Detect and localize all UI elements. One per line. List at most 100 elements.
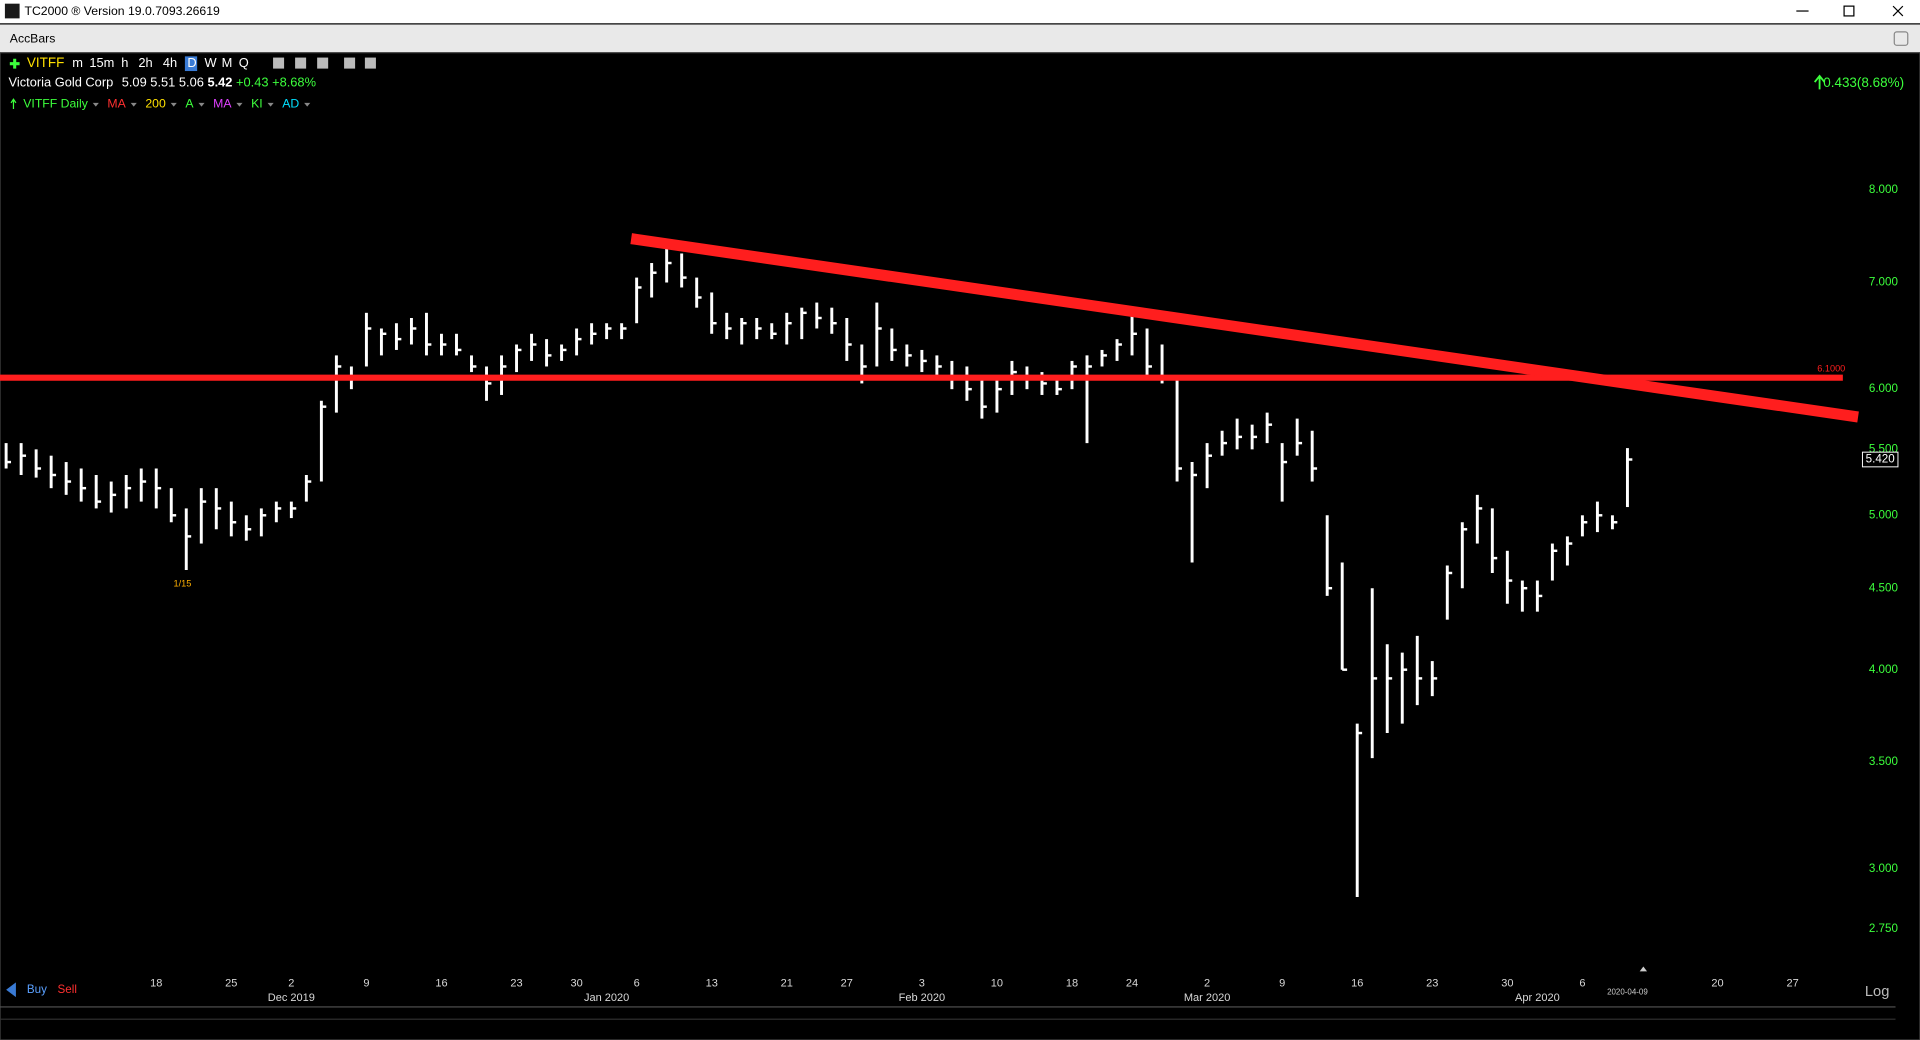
draw-icon[interactable] (317, 57, 329, 69)
month-label: Mar 2020 (1184, 992, 1231, 1004)
y-tick-label: 2.750 (1869, 922, 1899, 935)
quote-field: +8.68% (272, 75, 316, 90)
y-tick-label: 5.000 (1869, 508, 1899, 521)
x-tick-label: 21 (781, 978, 793, 990)
indicator-menu (170, 102, 177, 107)
indicator[interactable]: A (185, 96, 194, 110)
current-date: 2020-04-09 (1607, 987, 1648, 996)
list-icon[interactable] (295, 57, 307, 69)
date-marker (1639, 966, 1648, 972)
indicator-bar: VITFF Daily MA 200 A MA KI AD (10, 96, 311, 110)
quote-field: 5.42 (207, 75, 232, 90)
x-tick-label: 30 (570, 978, 582, 990)
x-tick-label: 16 (1351, 978, 1363, 990)
month-label: Dec 2019 (268, 992, 315, 1004)
low-marker: 1/15 (174, 579, 192, 589)
month-label: Feb 2020 (899, 992, 946, 1004)
x-tick-label: 18 (1066, 978, 1078, 990)
interval-button[interactable]: m (72, 55, 83, 70)
x-tick-label: 18 (150, 978, 162, 990)
last-price-label: 5.420 (1866, 453, 1896, 466)
add-icon[interactable] (9, 58, 20, 69)
bars-icon[interactable] (273, 57, 285, 69)
panel-button[interactable] (1893, 31, 1909, 46)
indicator[interactable]: AD (282, 96, 299, 110)
interval-button[interactable]: 15m (89, 55, 114, 70)
chart-area (0, 52, 1920, 1040)
x-tick-label: 6 (634, 978, 640, 990)
x-tick-label: 2 (1204, 978, 1210, 990)
x-tick-label: 2 (288, 978, 294, 990)
interval-button[interactable]: h (121, 55, 128, 70)
panel-title: AccBars (10, 31, 56, 45)
x-tick-label: 30 (1501, 978, 1513, 990)
indicator[interactable]: KI (251, 96, 263, 110)
x-tick-label: 9 (363, 978, 369, 990)
buy-button[interactable]: Buy (27, 983, 47, 996)
note-icon[interactable] (344, 57, 356, 69)
interval-button[interactable]: 4h (163, 55, 177, 70)
close-button[interactable] (1892, 5, 1904, 17)
quote-summary: 0.433(8.68%) (1823, 75, 1904, 90)
y-tick-label: 7.000 (1869, 276, 1899, 289)
indicator[interactable]: MA (107, 96, 126, 110)
indicator-menu (130, 102, 137, 107)
month-label: Apr 2020 (1515, 992, 1560, 1004)
quote-field: Victoria Gold Corp (9, 75, 114, 90)
quote-field: 5.06 (179, 75, 204, 90)
x-tick-label: 9 (1279, 978, 1285, 990)
indicator[interactable]: 200 (145, 96, 166, 110)
indicator[interactable]: MA (213, 96, 232, 110)
x-tick-label: 23 (510, 978, 522, 990)
plot: 2.7503.0003.5004.0004.5005.0005.5006.000… (0, 183, 1898, 1004)
y-tick-label: 3.000 (1869, 862, 1899, 875)
interval-button[interactable]: D (187, 55, 196, 70)
quote-field: +0.43 (236, 75, 268, 90)
y-tick-label: 4.500 (1869, 581, 1899, 594)
window-title: TC2000 ® Version 19.0.7093.26619 (24, 4, 220, 18)
interval-button[interactable]: 2h (138, 55, 152, 70)
indicator-menu (92, 102, 99, 107)
x-tick-label: 25 (225, 978, 237, 990)
share-icon[interactable] (364, 57, 376, 69)
title-bar (0, 0, 1920, 24)
y-tick-label: 6.000 (1869, 382, 1899, 395)
symbol[interactable]: VITFF (27, 55, 64, 70)
month-label: Jan 2020 (584, 992, 629, 1004)
indicator-menu (267, 102, 274, 107)
x-tick-label: 6 (1579, 978, 1585, 990)
indicator-menu (236, 102, 243, 107)
panel-header (0, 24, 1920, 53)
quote-field: 5.51 (150, 75, 175, 90)
level-label: 6.1000 (1817, 364, 1845, 374)
interval-highlight (184, 56, 198, 72)
interval-bar: m 15m h 2h 4h D W M Q (72, 55, 376, 72)
x-tick-label: 10 (991, 978, 1003, 990)
y-tick-label: 4.000 (1869, 663, 1899, 676)
x-tick-label: 3 (919, 978, 925, 990)
x-tick-label: 23 (1426, 978, 1438, 990)
last-price-box (1861, 451, 1899, 468)
interval-button[interactable]: Q (239, 55, 249, 70)
indicator[interactable]: VITFF Daily (23, 96, 88, 110)
sell-button[interactable]: Sell (58, 983, 77, 996)
x-tick-label: 27 (1786, 978, 1798, 990)
app-icon (4, 3, 20, 19)
quote-field: 5.09 (122, 75, 147, 90)
indicator-menu (304, 102, 311, 107)
restore-button[interactable] (1843, 5, 1855, 17)
x-tick-label: 27 (841, 978, 853, 990)
up-arrow (1813, 74, 1826, 90)
interval-button[interactable]: W (204, 55, 217, 70)
y-tick-label: 8.000 (1869, 183, 1899, 196)
trend-line (630, 233, 1859, 423)
interval-button[interactable]: M (222, 55, 233, 70)
x-tick-label: 24 (1126, 978, 1138, 990)
scale-toggle[interactable]: Log (1865, 984, 1890, 1000)
x-tick-label: 16 (435, 978, 447, 990)
x-tick-label: 20 (1711, 978, 1723, 990)
indicator-menu (198, 102, 205, 107)
buy-icon (6, 982, 16, 998)
